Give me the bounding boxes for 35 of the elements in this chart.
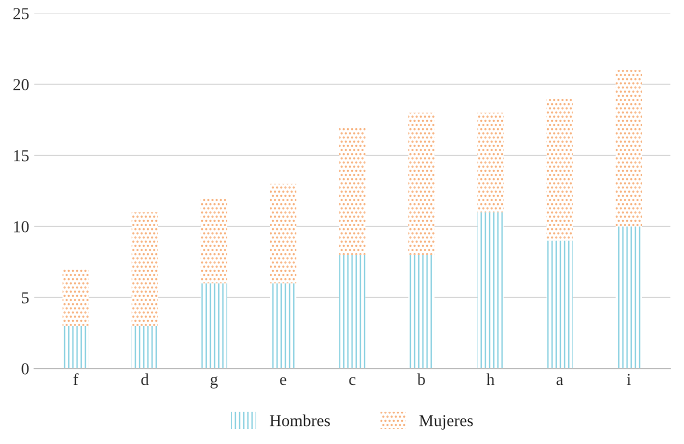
y-tick-label: 20 xyxy=(13,79,29,90)
x-tick-label: b xyxy=(417,373,425,386)
x-tick-label: g xyxy=(210,376,218,388)
bar xyxy=(132,326,158,369)
bar xyxy=(616,70,642,226)
legend-label: Hombres xyxy=(270,414,330,426)
x-tick-label: d xyxy=(141,373,149,386)
x-tick-label: a xyxy=(556,377,564,386)
bar xyxy=(270,184,296,284)
x-tick-label: f xyxy=(73,373,78,385)
x-tick-label: c xyxy=(349,377,356,386)
bar xyxy=(200,283,228,369)
bar xyxy=(616,226,642,369)
bar xyxy=(339,254,366,369)
bar xyxy=(200,198,228,284)
bar xyxy=(408,112,435,255)
bar xyxy=(408,254,435,369)
y-tick-label: 0 xyxy=(22,363,29,374)
y-tick-label: 5 xyxy=(22,292,29,304)
legend-label: Mujeres xyxy=(419,415,473,430)
x-tick-label: e xyxy=(280,377,286,386)
bar xyxy=(477,112,504,212)
y-tick-label: 25 xyxy=(13,8,29,20)
y-tick-label: 15 xyxy=(14,150,29,162)
y-tick-label: 10 xyxy=(14,221,29,232)
bar xyxy=(546,240,573,369)
x-tick-label: h xyxy=(486,373,494,385)
bar xyxy=(62,326,89,369)
x-tick-label: i xyxy=(626,374,631,385)
bar xyxy=(132,212,158,326)
bar xyxy=(339,126,366,255)
bar xyxy=(62,269,89,326)
bar xyxy=(546,98,573,241)
bar xyxy=(477,212,504,369)
bar xyxy=(270,283,296,369)
